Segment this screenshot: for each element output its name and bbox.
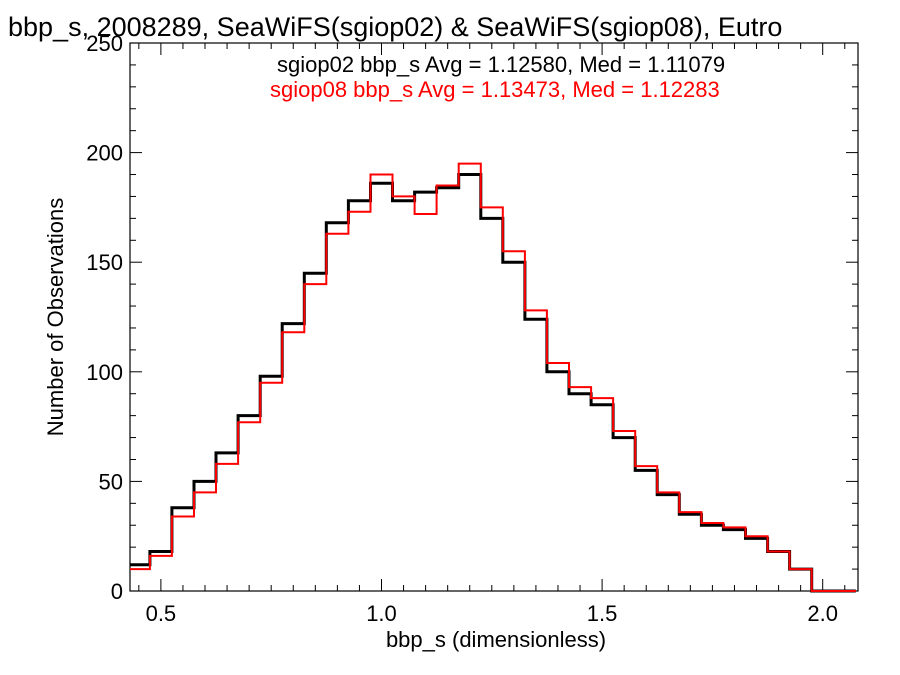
y-tick-label: 100	[86, 360, 123, 385]
y-axis-label: Number of Observations	[43, 198, 68, 436]
x-tick-label: 1.5	[587, 601, 618, 626]
x-tick-label: 2.0	[807, 601, 838, 626]
x-tick-label: 1.0	[366, 601, 397, 626]
x-tick-label: 0.5	[146, 601, 177, 626]
series-0	[130, 173, 856, 593]
axis-ticks: 0.5 1.0 1.5 2.0 0 50 100 150 200 250	[86, 31, 858, 626]
y-tick-label: 150	[86, 250, 123, 275]
series-1	[130, 162, 856, 592]
y-tick-label: 250	[86, 31, 123, 56]
series-line	[130, 162, 856, 592]
annotation-sgiop02: sgiop02 bbp_s Avg = 1.12580, Med = 1.110…	[277, 52, 725, 77]
y-tick-label: 0	[111, 579, 123, 604]
y-tick-label: 50	[99, 469, 123, 494]
plot-axes	[129, 42, 859, 592]
series-group	[130, 162, 856, 593]
y-tick-label: 200	[86, 141, 123, 166]
annotation-sgiop08: sgiop08 bbp_s Avg = 1.13473, Med = 1.122…	[270, 77, 720, 102]
plot-frame	[129, 42, 859, 592]
series-line	[130, 173, 856, 593]
x-axis-label: bbp_s (dimensionless)	[386, 627, 606, 652]
chart-title: bbp_s, 2008289, SeaWiFS(sgiop02) & SeaWi…	[8, 12, 782, 42]
